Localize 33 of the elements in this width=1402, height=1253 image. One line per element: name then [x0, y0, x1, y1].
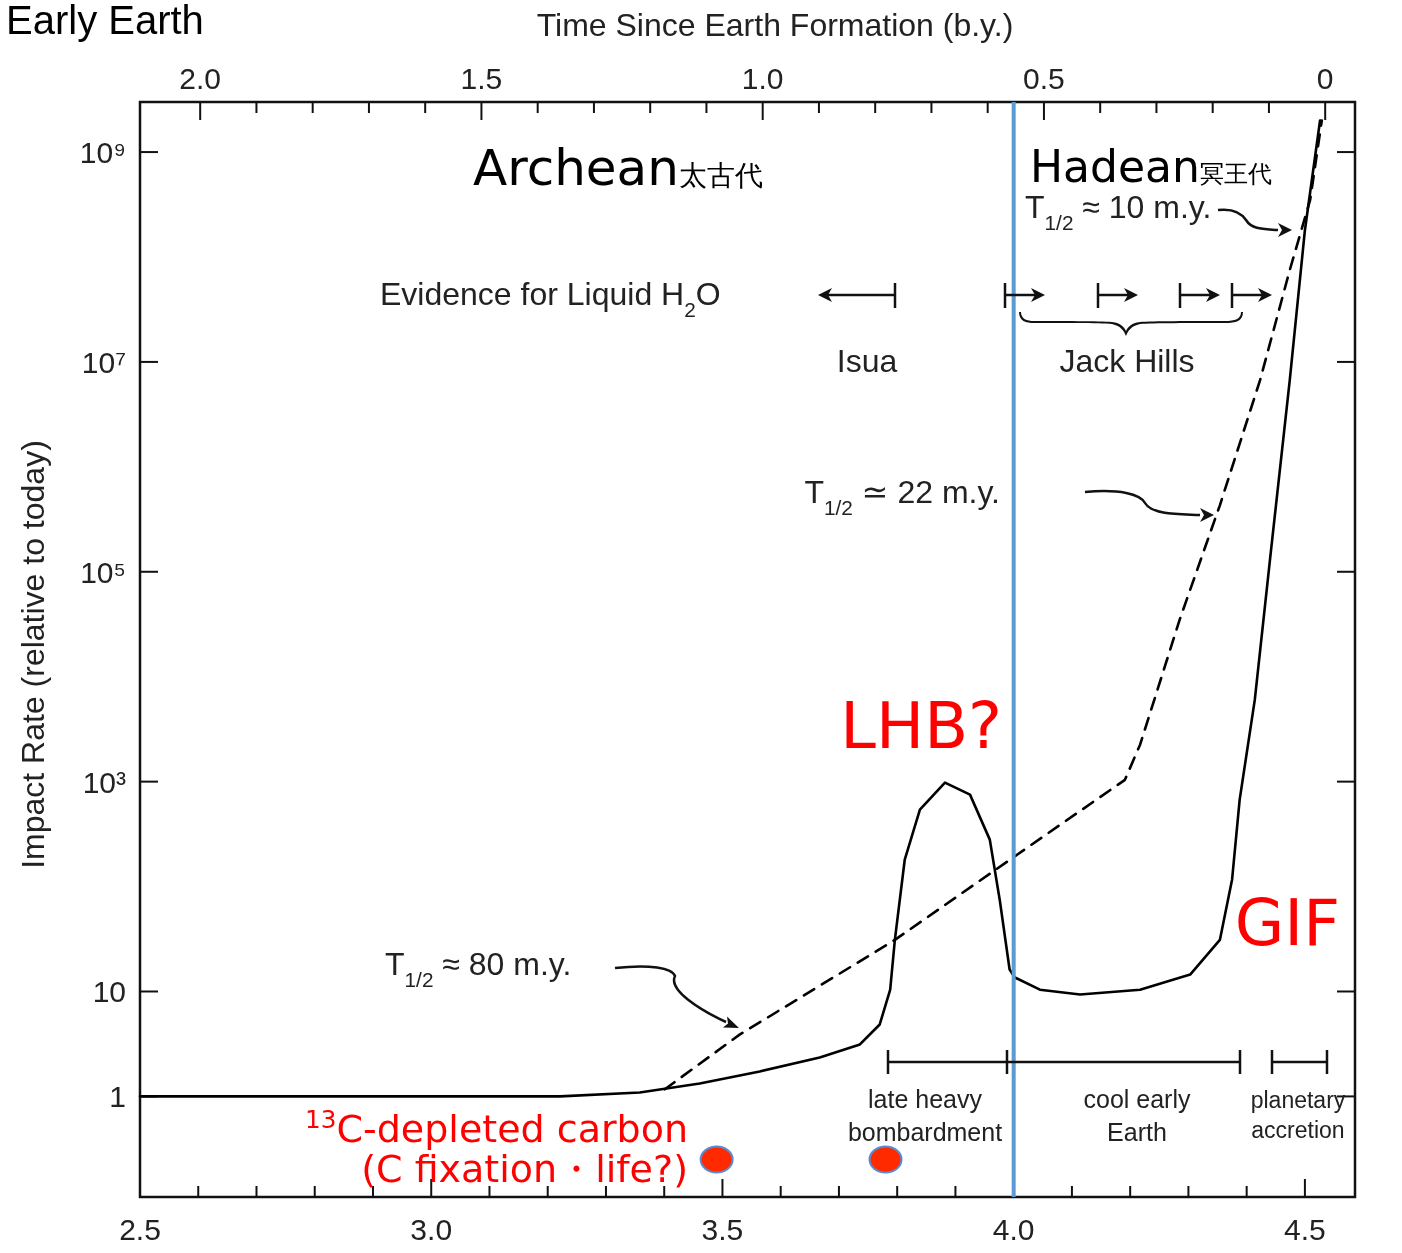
x2-tick-label: 0 — [1316, 62, 1334, 95]
annotation: Evidence for Liquid H$_{2}$O — [380, 276, 721, 321]
x-tick-label: 3.5 — [701, 1213, 744, 1246]
annotation: T$_{1/2}$ ≈ 10 m.y. — [1025, 189, 1212, 234]
y-tick-label: 10⁷ — [81, 345, 126, 379]
y-tick-label: 1 — [109, 1080, 126, 1114]
x-tick-label: 2.5 — [119, 1213, 161, 1246]
y-tick-label: 10⁵ — [80, 555, 126, 589]
x-tick-label: 4.0 — [992, 1213, 1035, 1246]
annotation: T$_{1/2}$ ≃ 22 m.y. — [804, 474, 1000, 519]
annotation: cool early Earth — [1083, 1085, 1191, 1146]
x2-tick-label: 1.0 — [741, 62, 784, 95]
annotation: late heavy bombardment — [847, 1085, 1003, 1146]
y-axis-title: Impact Rate (relative to today) — [15, 440, 51, 869]
x-tick-label: 3.0 — [410, 1213, 453, 1246]
annotation: T$_{1/2}$ ≈ 80 m.y. — [385, 946, 572, 991]
annotation: $^{13}$C-depleted carbon — [305, 1104, 688, 1151]
annotation: GIF — [1234, 886, 1340, 960]
annotation: Jack Hills — [1059, 343, 1195, 379]
y-tick-label: 10 — [92, 975, 126, 1009]
x2-tick-label: 2.0 — [179, 62, 222, 95]
x-tick-label: 4.5 — [1284, 1213, 1326, 1246]
x2-tick-label: 0.5 — [1023, 62, 1065, 95]
annotation: planetary accretion — [1250, 1087, 1346, 1143]
chart-title: Early Earth — [6, 0, 204, 42]
x2-axis-title: Time Since Earth Formation (b.y.) — [536, 7, 1014, 43]
annotation: Hadean冥王代 — [1030, 141, 1272, 192]
y-tick-label: 10³ — [82, 765, 127, 799]
annotation: LHB? — [840, 689, 1002, 763]
x2-tick-label: 1.5 — [460, 62, 503, 95]
y-tick-label: 10⁹ — [79, 136, 126, 170]
annotation: Archean太古代 — [473, 139, 763, 197]
annotation: Isua — [836, 343, 898, 379]
